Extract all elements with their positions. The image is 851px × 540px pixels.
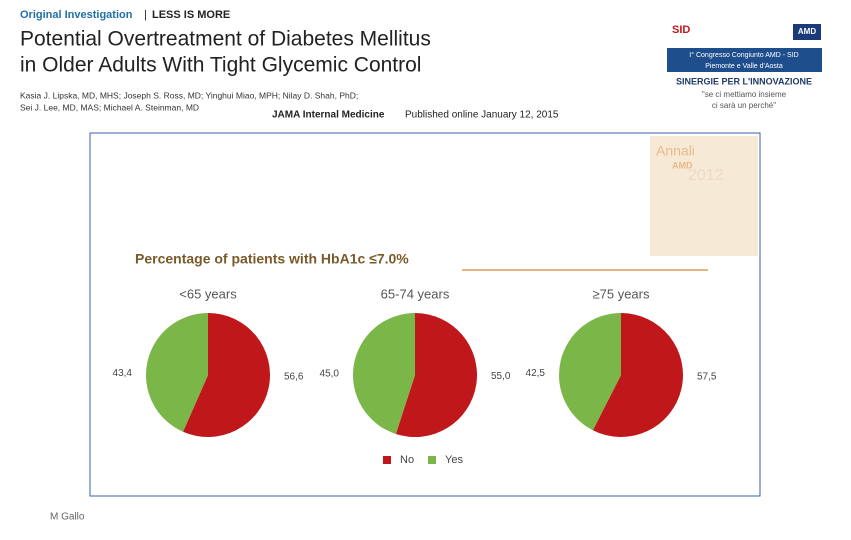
- pie-title: 65-74 years: [381, 286, 450, 301]
- pie-title: ≥75 years: [593, 286, 650, 301]
- separator: |: [144, 9, 147, 21]
- sid-logo: SID: [672, 24, 690, 36]
- pie-title: <65 years: [179, 286, 237, 301]
- value-label: 45,0: [320, 368, 340, 379]
- region: Piemonte e Valle d'Aosta: [705, 63, 783, 70]
- legend-swatch: [428, 456, 436, 464]
- pie-slice: [353, 313, 415, 434]
- book-brand: AMD: [672, 160, 693, 170]
- book-title: Annali: [656, 143, 695, 159]
- pie-slice: [558, 313, 621, 431]
- authors: Kasia J. Lipska, MD, MHS; Joseph S. Ross…: [20, 90, 358, 100]
- pie-slice: [183, 313, 270, 438]
- book-cover: Annali AMD 2012: [650, 136, 758, 256]
- value-label: 57,5: [697, 372, 717, 383]
- series: LESS IS MORE: [152, 9, 230, 21]
- pie-slice: [395, 313, 477, 438]
- amd-logo: AMD: [798, 27, 816, 36]
- value-label: 42,5: [526, 368, 546, 379]
- congress-box: [667, 48, 822, 72]
- pies: <65 years 56,6 43,4 65-74 years 55,0 45,0 ≥75 …: [113, 286, 717, 438]
- legend-swatch: [383, 456, 391, 464]
- amd-box: [793, 24, 821, 40]
- quote: ci sarà un perché": [712, 101, 776, 110]
- quote: "se ci mettiamo insieme: [702, 90, 787, 99]
- value-label: 43,4: [113, 368, 133, 379]
- pie-slice: [592, 313, 683, 437]
- published: Published online January 12, 2015: [405, 110, 559, 121]
- authors: Sei J. Lee, MD, MAS; Michael A. Steinman…: [20, 102, 199, 112]
- congress: I° Congresso Congiunto AMD - SID: [689, 51, 798, 59]
- legend-label: Yes: [445, 454, 463, 466]
- book-bg: [650, 136, 758, 256]
- legend-label: No: [400, 454, 414, 466]
- value-label: 56,6: [284, 371, 304, 382]
- section: Original Investigation: [20, 9, 133, 21]
- book-year: 2012: [688, 167, 724, 184]
- logos: SID AMD I° Congresso Congiunto AMD - SID…: [667, 24, 822, 110]
- title-line: in Older Adults With Tight Glycemic Cont…: [20, 54, 421, 77]
- journal: JAMA Internal Medicine: [272, 110, 385, 121]
- footer: M Gallo: [50, 512, 85, 523]
- pie-slice: [145, 313, 208, 432]
- value-label: 55,0: [491, 371, 511, 382]
- title-line: Potential Overtreatment of Diabetes Mell…: [20, 28, 431, 51]
- motto: SINERGIE PER L'INNOVAZIONE: [676, 76, 812, 86]
- figure-title: Percentage of patients with HbA1c ≤7.0%: [135, 251, 409, 267]
